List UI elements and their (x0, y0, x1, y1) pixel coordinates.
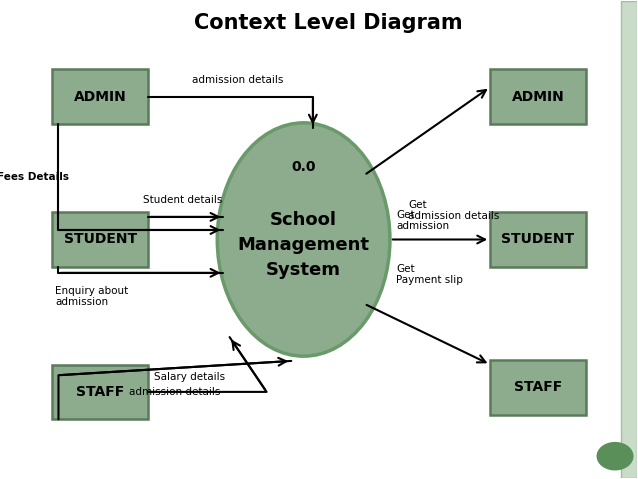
Text: Get
admission: Get admission (396, 210, 449, 231)
FancyBboxPatch shape (52, 365, 148, 419)
Text: STAFF: STAFF (76, 385, 124, 399)
Text: STAFF: STAFF (514, 380, 562, 394)
Text: Fees Details: Fees Details (0, 172, 69, 182)
FancyBboxPatch shape (490, 360, 586, 414)
Text: School
Management
System: School Management System (237, 211, 369, 279)
Text: Salary details: Salary details (154, 372, 225, 382)
Text: STUDENT: STUDENT (501, 232, 574, 247)
Text: Student details: Student details (143, 195, 222, 205)
Text: admission details: admission details (129, 387, 221, 397)
Text: 0.0: 0.0 (292, 160, 316, 174)
Text: Get
admission details: Get admission details (408, 200, 500, 221)
Text: ADMIN: ADMIN (512, 90, 565, 103)
Circle shape (597, 442, 634, 470)
FancyBboxPatch shape (621, 1, 637, 478)
Text: STUDENT: STUDENT (64, 232, 137, 247)
FancyBboxPatch shape (490, 69, 586, 124)
Text: Context Level Diagram: Context Level Diagram (194, 13, 463, 34)
Ellipse shape (218, 123, 390, 356)
FancyBboxPatch shape (490, 212, 586, 267)
Text: Get
Payment slip: Get Payment slip (396, 264, 463, 285)
FancyBboxPatch shape (52, 212, 148, 267)
Text: Enquiry about
admission: Enquiry about admission (56, 286, 129, 308)
FancyBboxPatch shape (52, 69, 148, 124)
Text: ADMIN: ADMIN (74, 90, 126, 103)
Text: admission details: admission details (193, 75, 284, 85)
